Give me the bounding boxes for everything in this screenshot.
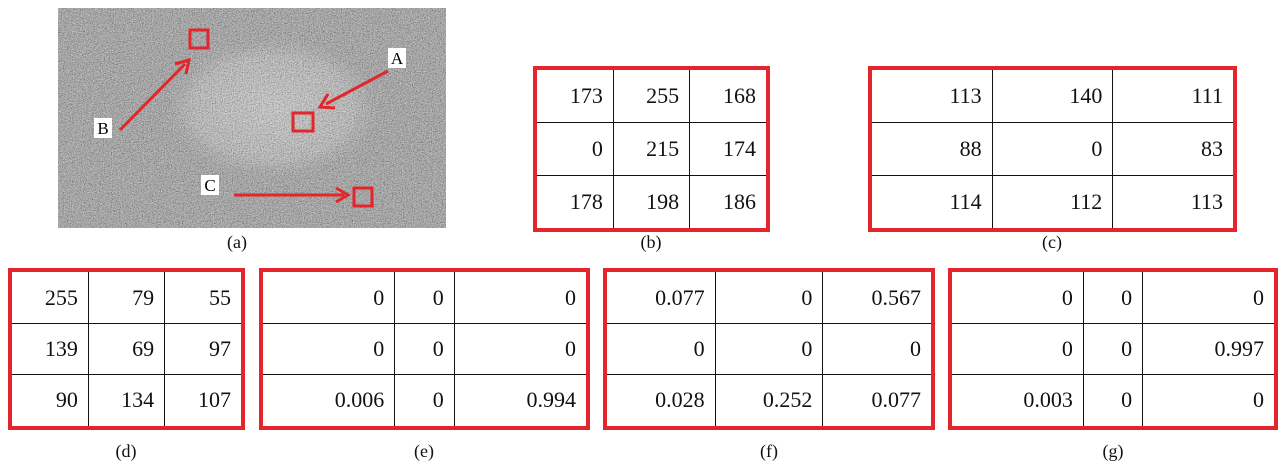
table-cell: 0.077 <box>605 270 715 324</box>
table-cell: 0 <box>1083 374 1142 428</box>
table-cell: 134 <box>88 374 164 428</box>
region-label: C <box>204 176 215 195</box>
region-label: A <box>391 49 404 68</box>
table-cell: 0 <box>605 324 715 375</box>
table-cell: 0.994 <box>454 374 588 428</box>
table-cell: 88 <box>870 123 992 175</box>
table-cell: 0 <box>395 324 454 375</box>
table-cell: 0 <box>395 374 454 428</box>
table-cell: 83 <box>1113 123 1235 175</box>
table-cell: 0 <box>395 270 454 324</box>
region-label: B <box>97 119 108 138</box>
table-cell: 168 <box>690 68 768 123</box>
table-cell: 0.567 <box>823 270 933 324</box>
table-cell: 0.077 <box>823 374 933 428</box>
table-cell: 0.252 <box>715 374 823 428</box>
table-cell: 0 <box>715 270 823 324</box>
table-cell: 255 <box>10 270 88 324</box>
table-cell: 107 <box>165 374 243 428</box>
table-cell: 0.003 <box>950 374 1083 428</box>
table-cell: 0 <box>823 324 933 375</box>
table-cell: 0 <box>1083 270 1142 324</box>
table-cell: 0 <box>1143 374 1276 428</box>
table-cell: 0 <box>261 270 395 324</box>
table-cell: 255 <box>613 68 689 123</box>
table-cell: 113 <box>1113 175 1235 230</box>
table-cell: 90 <box>10 374 88 428</box>
table-cell: 0 <box>950 324 1083 375</box>
table-cell: 55 <box>165 270 243 324</box>
table-cell: 114 <box>870 175 992 230</box>
table-cell: 0 <box>261 324 395 375</box>
caption: (d) <box>116 441 137 462</box>
table-cell: 0.997 <box>1143 324 1276 375</box>
table-cell: 0 <box>535 123 613 175</box>
noisy-image: A B C <box>58 8 446 228</box>
table-cell: 111 <box>1113 68 1235 123</box>
table-cell: 139 <box>10 324 88 375</box>
caption: (e) <box>414 441 434 462</box>
table-cell: 97 <box>165 324 243 375</box>
table-cell: 0 <box>454 324 588 375</box>
caption: (b) <box>641 232 662 253</box>
table-cell: 173 <box>535 68 613 123</box>
table-cell: 140 <box>992 68 1113 123</box>
table-cell: 0 <box>454 270 588 324</box>
caption: (g) <box>1103 441 1124 462</box>
caption: (f) <box>760 441 778 462</box>
table-cell: 112 <box>992 175 1113 230</box>
table-cell: 0 <box>950 270 1083 324</box>
page: A B C (a) (() => { const data = JSON.par… <box>0 0 1284 465</box>
table-cell: 113 <box>870 68 992 123</box>
table-cell: 178 <box>535 175 613 230</box>
table-cell: 79 <box>88 270 164 324</box>
table-cell: 0 <box>1083 324 1142 375</box>
table-cell: 0 <box>715 324 823 375</box>
table-cell: 0 <box>1143 270 1276 324</box>
table-cell: 69 <box>88 324 164 375</box>
table-cell: 198 <box>613 175 689 230</box>
table-cell: 0.006 <box>261 374 395 428</box>
caption: (c) <box>1042 232 1062 253</box>
table-cell: 0 <box>992 123 1113 175</box>
table-cell: 174 <box>690 123 768 175</box>
table-cell: 186 <box>690 175 768 230</box>
caption: (a) <box>227 232 247 253</box>
table-cell: 215 <box>613 123 689 175</box>
table-cell: 0.028 <box>605 374 715 428</box>
